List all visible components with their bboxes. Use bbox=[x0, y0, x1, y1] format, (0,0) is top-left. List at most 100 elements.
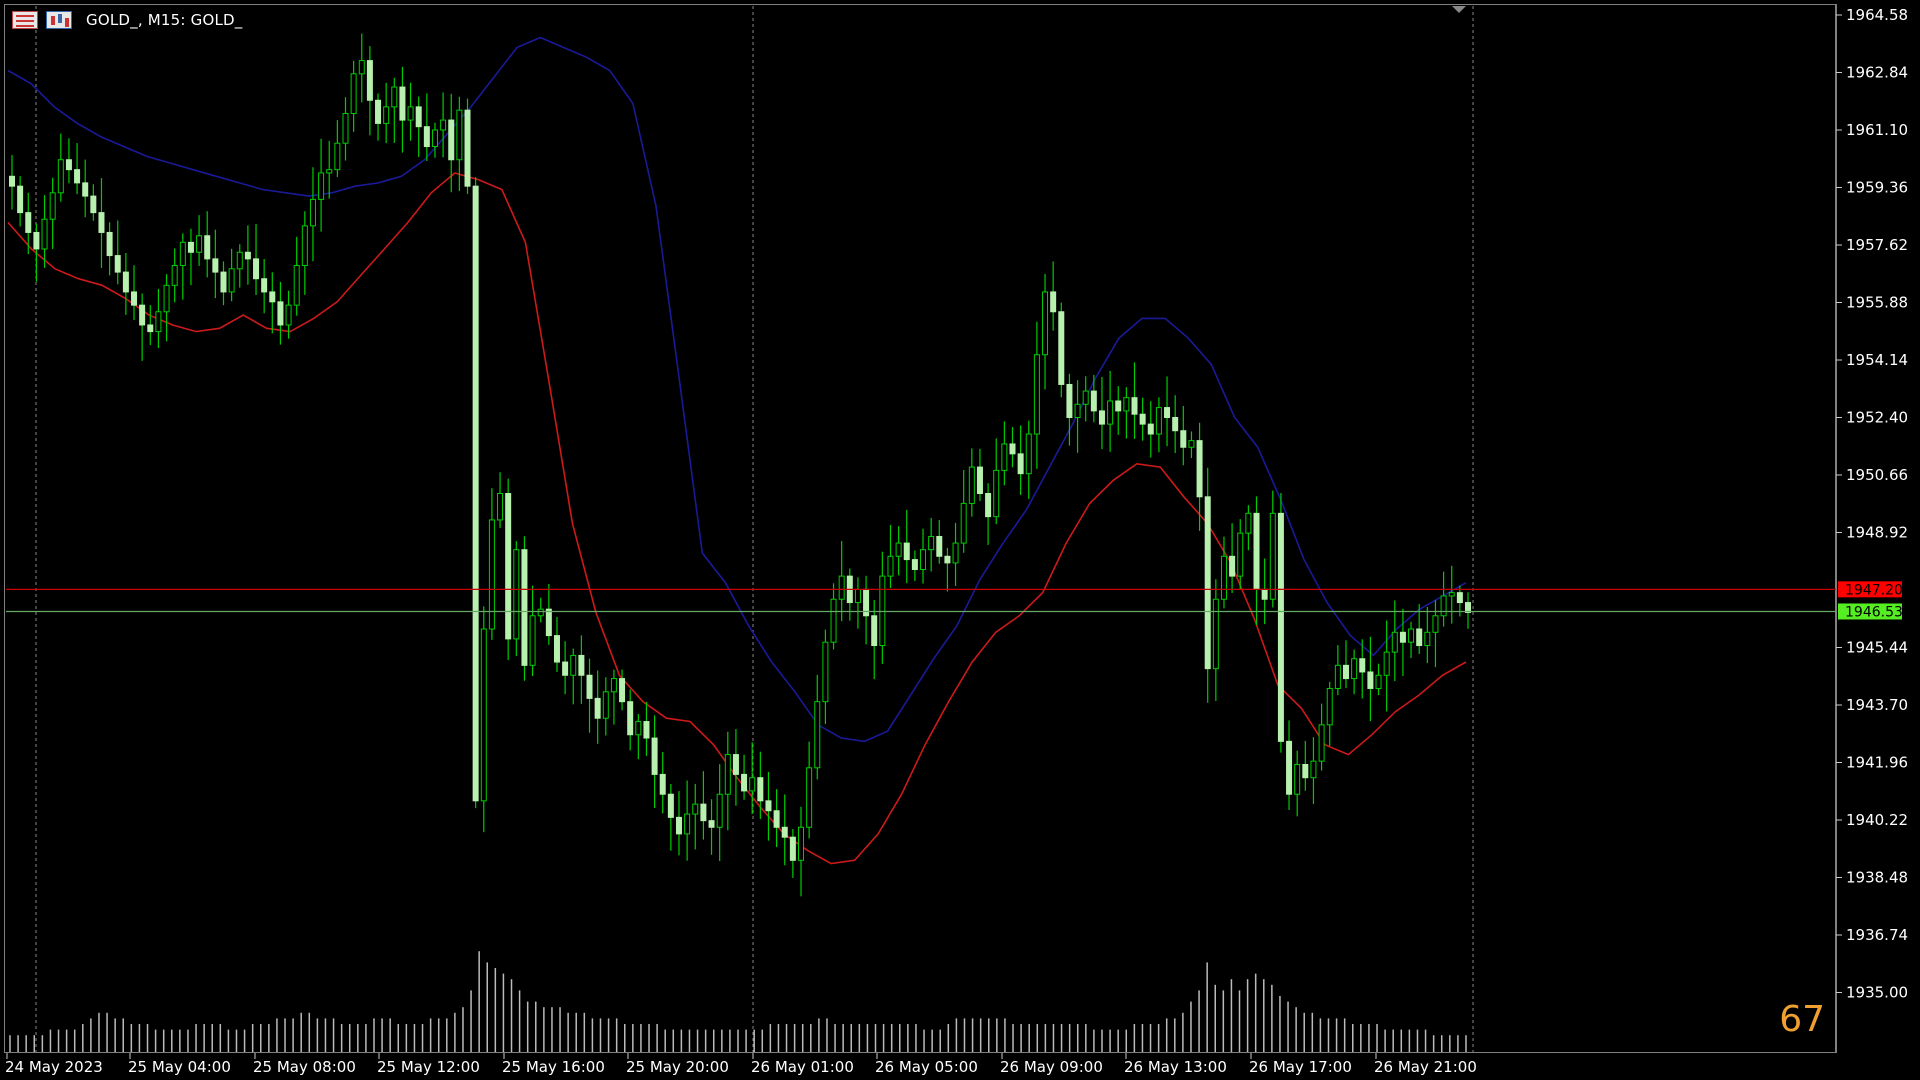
bull-candle[interactable] bbox=[407, 106, 414, 121]
bear-candle[interactable] bbox=[448, 119, 455, 161]
bear-candle[interactable] bbox=[1367, 671, 1374, 689]
bear-candle[interactable] bbox=[277, 301, 284, 326]
bear-candle[interactable] bbox=[220, 271, 227, 293]
bull-candle[interactable] bbox=[391, 86, 398, 108]
bull-candle[interactable] bbox=[814, 701, 821, 769]
bull-candle[interactable] bbox=[1432, 615, 1439, 633]
bear-candle[interactable] bbox=[1180, 430, 1187, 448]
bear-candle[interactable] bbox=[545, 608, 552, 637]
bull-candle[interactable] bbox=[1448, 592, 1455, 597]
bear-candle[interactable] bbox=[187, 241, 194, 253]
bear-candle[interactable] bbox=[562, 661, 569, 676]
bull-candle[interactable] bbox=[293, 264, 300, 306]
bull-candle[interactable] bbox=[1424, 631, 1431, 647]
bear-candle[interactable] bbox=[944, 555, 951, 564]
bear-candle[interactable] bbox=[1302, 763, 1309, 779]
bear-candle[interactable] bbox=[131, 291, 138, 306]
bull-candle[interactable] bbox=[358, 60, 365, 75]
bear-candle[interactable] bbox=[732, 754, 739, 775]
bear-candle[interactable] bbox=[261, 278, 268, 293]
bear-candle[interactable] bbox=[985, 493, 992, 518]
bull-candle[interactable] bbox=[1237, 532, 1244, 577]
bull-candle[interactable] bbox=[1408, 628, 1415, 643]
bear-candle[interactable] bbox=[1131, 397, 1138, 415]
bear-candle[interactable] bbox=[106, 231, 113, 257]
bear-candle[interactable] bbox=[1465, 602, 1471, 613]
bear-candle[interactable] bbox=[643, 721, 650, 739]
bull-candle[interactable] bbox=[1107, 400, 1114, 425]
bull-candle[interactable] bbox=[285, 304, 292, 326]
bull-candle[interactable] bbox=[602, 691, 609, 719]
bull-candle[interactable] bbox=[342, 112, 349, 144]
bear-candle[interactable] bbox=[1261, 588, 1268, 600]
bull-candle[interactable] bbox=[887, 555, 894, 577]
bull-candle[interactable] bbox=[334, 142, 341, 171]
bear-candle[interactable] bbox=[1253, 512, 1260, 590]
bear-candle[interactable] bbox=[1172, 417, 1179, 432]
bull-candle[interactable] bbox=[480, 628, 487, 802]
bull-candle[interactable] bbox=[635, 721, 642, 736]
bull-candle[interactable] bbox=[1245, 512, 1252, 534]
bear-candle[interactable] bbox=[1066, 383, 1073, 418]
bull-candle[interactable] bbox=[1074, 403, 1081, 419]
bear-candle[interactable] bbox=[1098, 410, 1105, 425]
bull-candle[interactable] bbox=[716, 793, 723, 828]
bull-candle[interactable] bbox=[692, 803, 699, 815]
bull-candle[interactable] bbox=[1440, 595, 1447, 617]
bear-candle[interactable] bbox=[375, 99, 382, 124]
bull-candle[interactable] bbox=[41, 218, 48, 250]
bear-candle[interactable] bbox=[253, 258, 260, 280]
bear-candle[interactable] bbox=[74, 169, 81, 184]
bear-candle[interactable] bbox=[269, 291, 276, 303]
market-watch-icon[interactable] bbox=[12, 11, 38, 29]
bull-candle[interactable] bbox=[1351, 658, 1358, 680]
bear-candle[interactable] bbox=[659, 773, 666, 795]
bear-candle[interactable] bbox=[871, 615, 878, 647]
bear-candle[interactable] bbox=[757, 777, 764, 802]
bear-candle[interactable] bbox=[9, 175, 15, 187]
bear-candle[interactable] bbox=[781, 826, 788, 838]
bull-candle[interactable] bbox=[350, 73, 357, 114]
bear-candle[interactable] bbox=[741, 773, 748, 792]
bull-candle[interactable] bbox=[993, 469, 1000, 518]
bear-candle[interactable] bbox=[1286, 740, 1293, 795]
bear-candle[interactable] bbox=[244, 251, 251, 260]
bear-candle[interactable] bbox=[521, 549, 528, 666]
bear-candle[interactable] bbox=[33, 231, 40, 250]
bear-candle[interactable] bbox=[399, 86, 406, 121]
bull-candle[interactable] bbox=[1025, 433, 1032, 475]
bear-candle[interactable] bbox=[700, 803, 707, 822]
bull-candle[interactable] bbox=[529, 615, 536, 666]
bull-candle[interactable] bbox=[928, 535, 935, 551]
bull-candle[interactable] bbox=[236, 251, 243, 270]
bull-candle[interactable] bbox=[879, 575, 886, 647]
bull-candle[interactable] bbox=[57, 159, 64, 194]
bull-candle[interactable] bbox=[1042, 291, 1049, 356]
bear-candle[interactable] bbox=[667, 793, 674, 818]
bull-candle[interactable] bbox=[684, 813, 691, 835]
bull-candle[interactable] bbox=[1310, 760, 1317, 779]
bull-candle[interactable] bbox=[1326, 687, 1333, 726]
bear-candle[interactable] bbox=[1399, 631, 1406, 643]
bear-candle[interactable] bbox=[423, 126, 430, 148]
bull-candle[interactable] bbox=[1334, 664, 1341, 689]
bull-candle[interactable] bbox=[326, 169, 333, 174]
bear-candle[interactable] bbox=[122, 271, 129, 293]
bull-candle[interactable] bbox=[456, 109, 463, 161]
bear-candle[interactable] bbox=[976, 466, 983, 495]
bear-candle[interactable] bbox=[82, 182, 89, 197]
bull-candle[interactable] bbox=[488, 519, 495, 630]
bull-candle[interactable] bbox=[301, 225, 308, 266]
bull-candle[interactable] bbox=[1123, 397, 1130, 412]
one-click-trading-icon[interactable] bbox=[46, 11, 72, 29]
bull-candle[interactable] bbox=[179, 241, 186, 266]
bull-candle[interactable] bbox=[1294, 763, 1301, 795]
bear-candle[interactable] bbox=[17, 185, 24, 214]
bear-candle[interactable] bbox=[1090, 390, 1097, 412]
bull-candle[interactable] bbox=[1082, 390, 1089, 405]
bear-candle[interactable] bbox=[765, 800, 772, 812]
bear-candle[interactable] bbox=[98, 212, 105, 233]
bull-candle[interactable] bbox=[1001, 443, 1008, 471]
bull-candle[interactable] bbox=[49, 192, 56, 220]
